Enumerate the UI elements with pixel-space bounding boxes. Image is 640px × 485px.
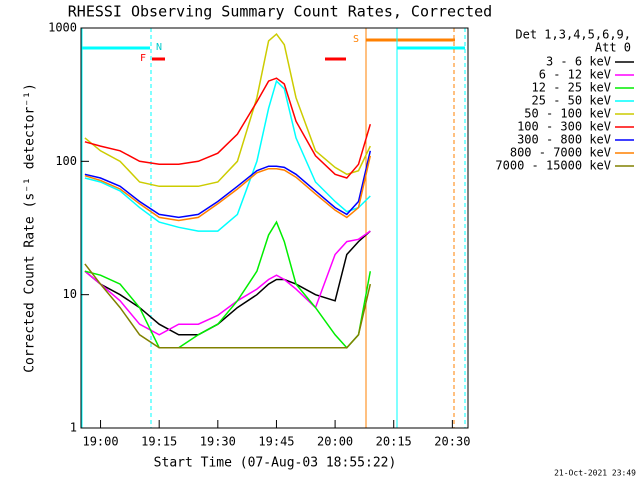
annotation: N bbox=[156, 42, 162, 53]
series-line bbox=[84, 77, 372, 179]
chart-title: RHESSI Observing Summary Count Rates, Co… bbox=[68, 3, 492, 21]
x-tick-label: 19:00 bbox=[82, 435, 118, 449]
y-tick-label: 100 bbox=[55, 154, 77, 168]
x-tick-label: 20:15 bbox=[376, 435, 412, 449]
legend-title: Det 1,3,4,5,6,9, bbox=[515, 28, 631, 42]
plot-frame bbox=[80, 27, 469, 429]
legend-label: 12 - 25 keV bbox=[532, 81, 611, 95]
legend-label: 25 - 50 keV bbox=[532, 94, 611, 108]
y-tick-label: 10 bbox=[63, 287, 77, 301]
x-tick-label: 19:45 bbox=[258, 435, 294, 449]
x-tick-label: 20:00 bbox=[317, 435, 353, 449]
series-line bbox=[84, 263, 372, 349]
y-tick-label: 1000 bbox=[48, 21, 77, 35]
series-line bbox=[84, 155, 372, 222]
y-tick-label: 1 bbox=[70, 421, 77, 435]
legend-title: Att 0 bbox=[595, 41, 631, 55]
footer: 21-Oct-2021 23:49 bbox=[554, 469, 636, 478]
legend-label: 300 - 800 keV bbox=[517, 133, 611, 147]
series-line bbox=[84, 150, 372, 219]
y-axis-label: Corrected Count Rate (s⁻¹ detector⁻¹) bbox=[23, 83, 38, 373]
series-line bbox=[84, 33, 371, 188]
flags bbox=[81, 28, 466, 428]
legend-label: 100 - 300 keV bbox=[517, 120, 611, 134]
annotation: S bbox=[353, 34, 359, 45]
legend-label: 7000 - 15000 keV bbox=[495, 159, 611, 173]
series-line bbox=[84, 79, 371, 232]
x-tick-label: 19:30 bbox=[200, 435, 236, 449]
legend-label: 800 - 7000 keV bbox=[510, 146, 611, 160]
x-tick-label: 20:30 bbox=[434, 435, 470, 449]
series-line bbox=[84, 230, 371, 336]
annotation: F bbox=[140, 53, 146, 64]
series-line bbox=[84, 220, 372, 349]
legend-label: 3 - 6 keV bbox=[546, 55, 611, 69]
x-tick-label: 19:15 bbox=[141, 435, 177, 449]
legend-label: 6 - 12 keV bbox=[539, 68, 611, 82]
legend-label: 50 - 100 keV bbox=[524, 107, 611, 121]
x-axis-label: Start Time (07-Aug-03 18:55:22) bbox=[154, 456, 397, 471]
